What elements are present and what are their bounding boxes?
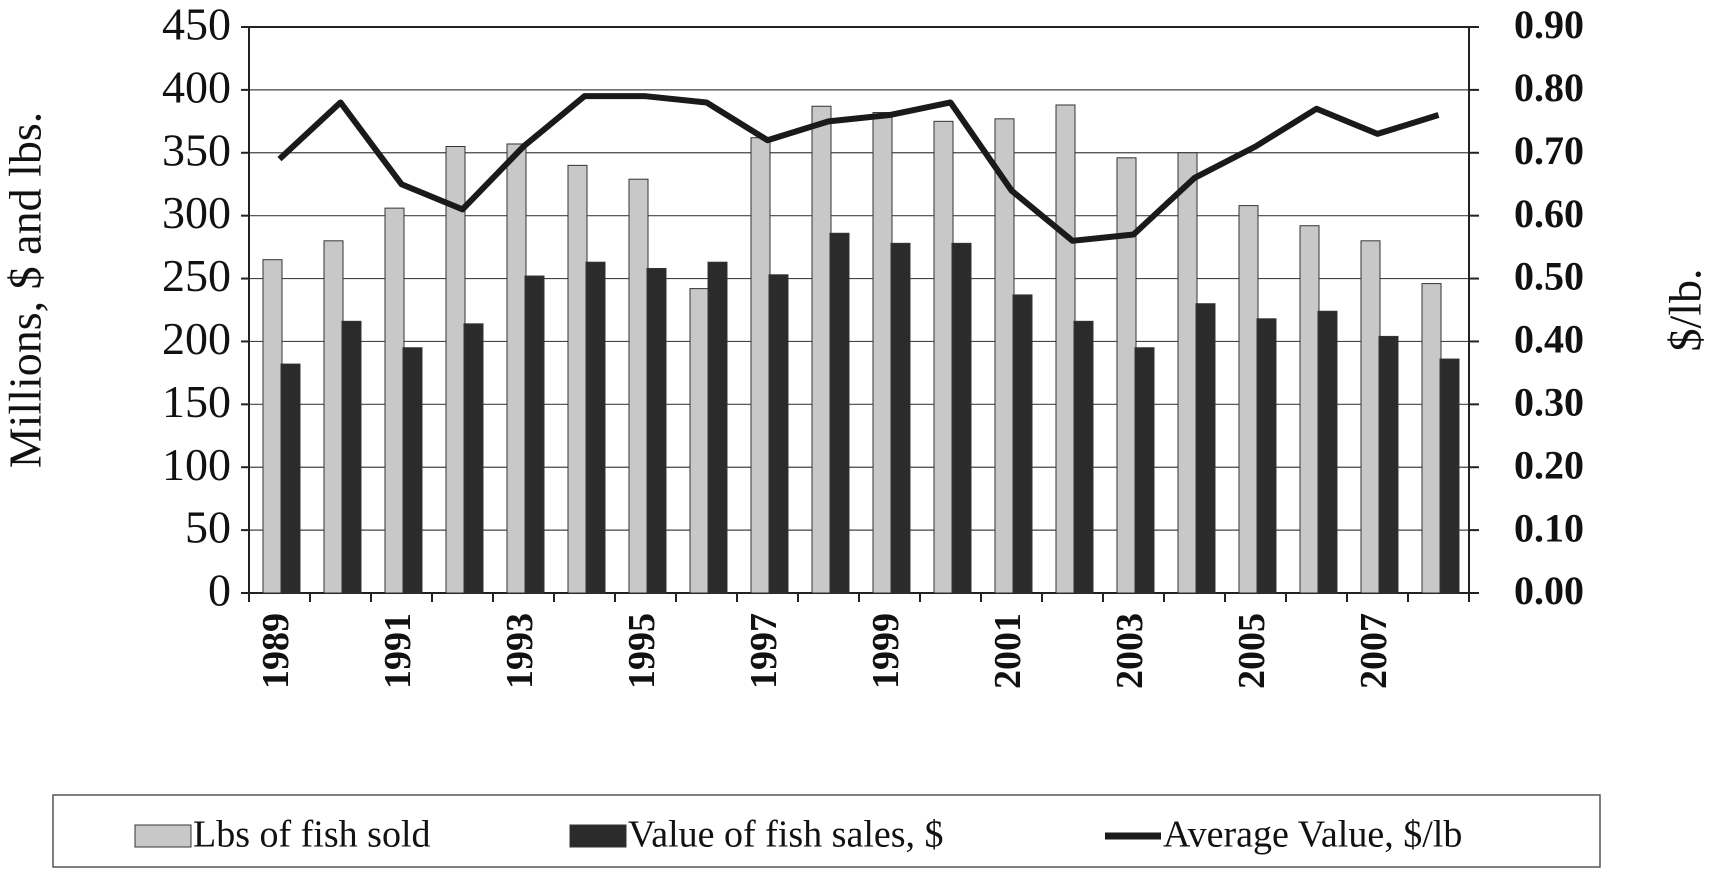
bar: [1073, 320, 1094, 594]
y-tick-label: 50: [185, 502, 231, 553]
bar: [1238, 205, 1259, 594]
bar: [1116, 157, 1137, 594]
bar: [1317, 310, 1338, 594]
y-tick-label: 350: [162, 124, 231, 175]
bar: [1012, 294, 1033, 594]
bar: [872, 112, 893, 594]
y-tick-label: 450: [162, 0, 231, 50]
y2-tick-label: 0.70: [1514, 128, 1584, 173]
x-tick-label: 1997: [743, 613, 785, 689]
y2-axis-label: $/lb.: [1660, 268, 1711, 351]
x-tick-label: 1993: [499, 613, 541, 689]
bar: [341, 320, 362, 594]
y2-tick-label: 0.10: [1514, 505, 1584, 550]
y2-tick-label: 0.50: [1514, 254, 1584, 299]
bar: [707, 261, 728, 594]
bar: [750, 137, 771, 594]
bar: [524, 275, 545, 594]
bar: [1421, 283, 1442, 594]
y-tick-label: 250: [162, 250, 231, 301]
x-tick-label: 2005: [1231, 613, 1273, 689]
bar: [1134, 347, 1155, 594]
x-tick-label: 1999: [865, 613, 907, 689]
bar: [585, 261, 606, 594]
bar: [323, 240, 344, 594]
bar: [506, 143, 527, 594]
bar: [933, 120, 954, 594]
bar: [567, 164, 588, 594]
y2-tick-label: 0.90: [1514, 2, 1584, 47]
y2-tick-label: 0.80: [1514, 65, 1584, 110]
y2-tick-label: 0.30: [1514, 380, 1584, 425]
bar: [628, 178, 649, 594]
bar: [402, 347, 423, 594]
x-tick-label: 2007: [1353, 613, 1395, 689]
bar: [1360, 240, 1381, 594]
y-axis-label: Millions, $ and lbs.: [0, 112, 51, 469]
bar: [1299, 225, 1320, 594]
bar: [445, 145, 466, 594]
legend-label: Value of fish sales, $: [628, 814, 944, 856]
bar: [1195, 303, 1216, 594]
bar: [384, 207, 405, 594]
x-tick-label: 2001: [987, 613, 1029, 689]
bar: [1256, 318, 1277, 594]
bar: [262, 259, 283, 594]
bar: [463, 323, 484, 594]
bar: [951, 242, 972, 594]
bar: [1378, 335, 1399, 594]
bar: [890, 242, 911, 594]
bar: [768, 274, 789, 594]
y-tick-label: 150: [162, 376, 231, 427]
y-tick-label: 300: [162, 187, 231, 238]
plot-frame: [248, 26, 1470, 594]
y-tick-label: 100: [162, 439, 231, 490]
y-tick-label: 200: [162, 313, 231, 364]
bar: [1055, 104, 1076, 594]
legend-label: Lbs of fish sold: [193, 814, 431, 856]
legend-swatch: [569, 824, 627, 848]
y2-tick-label: 0.20: [1514, 442, 1584, 487]
y2-tick-label: 0.40: [1514, 317, 1584, 362]
legend-label: Average Value, $/lb: [1163, 814, 1462, 856]
line: [277, 93, 1440, 244]
bar: [689, 288, 710, 594]
bar: [811, 105, 832, 594]
legend-box: [52, 794, 1601, 868]
x-tick-label: 1995: [621, 613, 663, 689]
bar: [1439, 358, 1460, 594]
y-tick-label: 400: [162, 61, 231, 112]
bar: [1177, 152, 1198, 594]
y2-tick-label: 0.00: [1514, 568, 1584, 613]
legend-swatch: [134, 824, 192, 848]
x-tick-label: 1989: [255, 613, 297, 689]
y-tick-label: 0: [208, 565, 231, 616]
bar: [829, 232, 850, 594]
bar: [280, 363, 301, 594]
x-tick-label: 1991: [377, 613, 419, 689]
x-tick-label: 2003: [1109, 613, 1151, 689]
bar: [646, 267, 667, 594]
y2-tick-label: 0.60: [1514, 191, 1584, 236]
